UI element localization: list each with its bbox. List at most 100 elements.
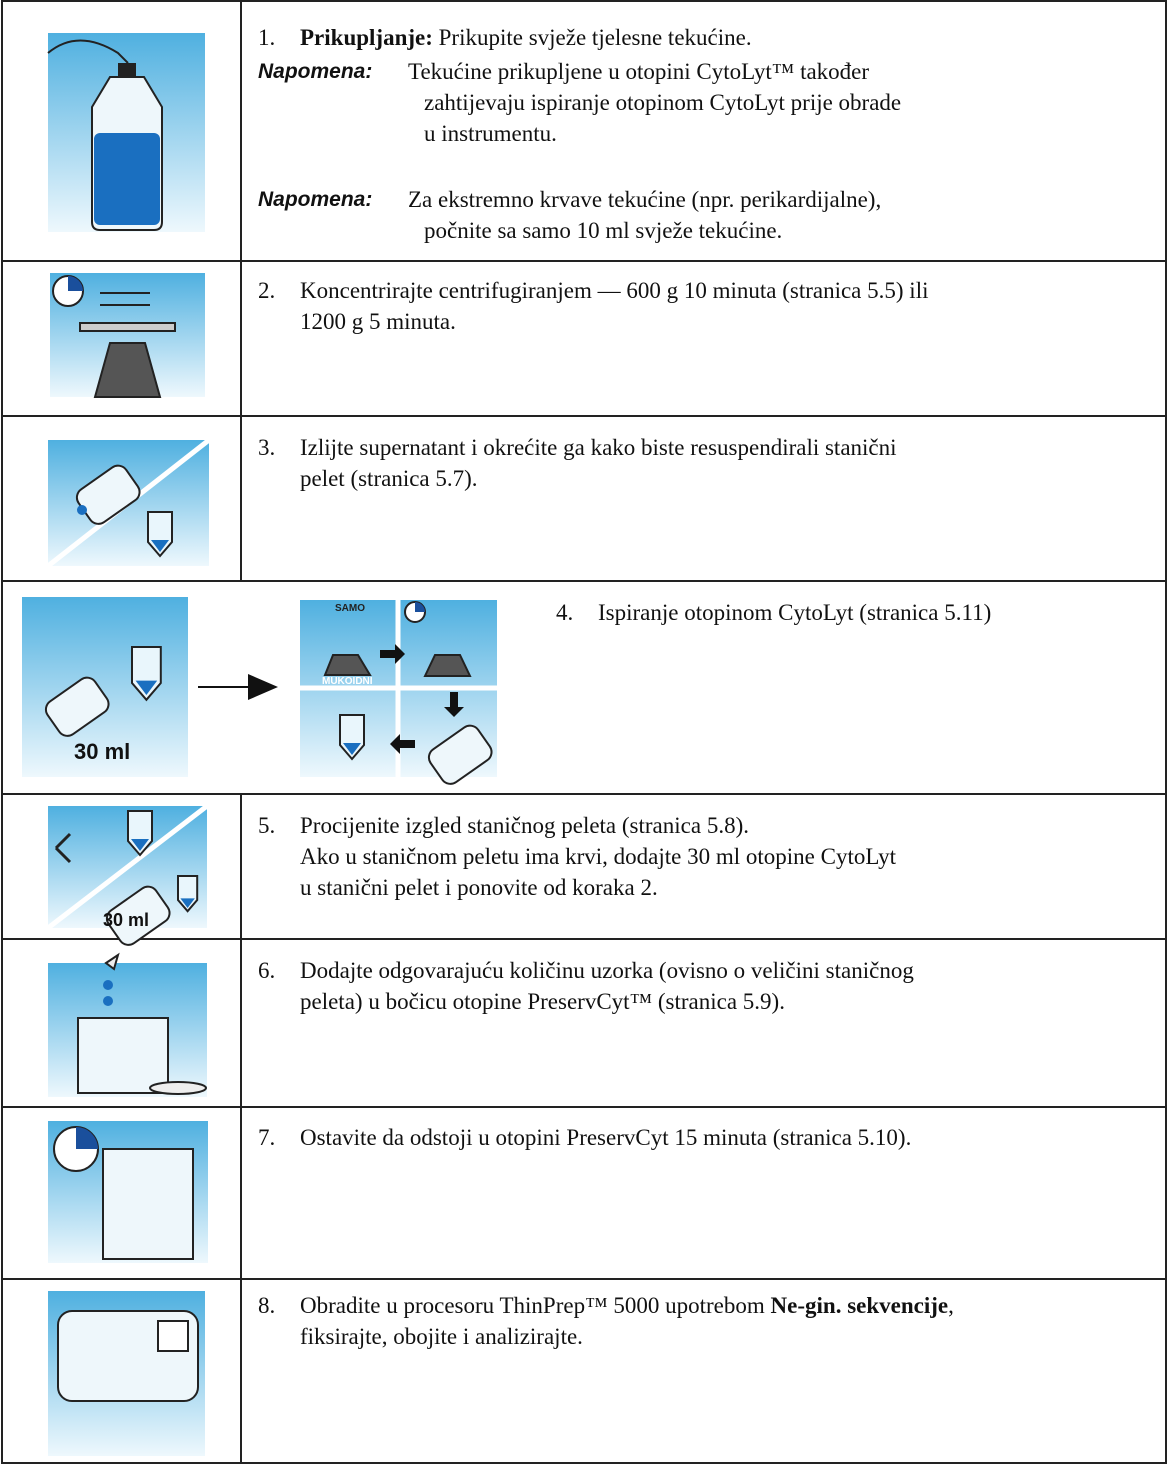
shape	[343, 743, 361, 755]
shape	[54, 832, 72, 864]
step-text: u stanični pelet i ponovite od koraka 2.	[300, 872, 658, 903]
text: fiksirajte, obojite i analizirajte.	[300, 1324, 583, 1349]
arrow	[198, 674, 278, 700]
column-border	[240, 0, 242, 260]
text: 1200 g 5 minuta.	[300, 309, 456, 334]
shape	[135, 680, 158, 695]
text: Ispiranje otopinom CytoLyt (stranica 5.1…	[598, 600, 992, 625]
column-border	[240, 938, 242, 1106]
shape	[93, 342, 162, 398]
text: Obradite u procesoru ThinPrep™ 5000 upot…	[300, 1293, 771, 1318]
step-text: fiksirajte, obojite i analizirajte.	[300, 1321, 583, 1352]
shape	[76, 1127, 98, 1149]
shape	[100, 292, 150, 306]
shape	[103, 980, 113, 990]
note-text: zahtijevaju ispiranje otopinom CytoLyt p…	[424, 90, 902, 115]
shape	[105, 885, 171, 946]
shape	[380, 644, 464, 754]
icon-label: MUKOIDNI	[322, 676, 373, 687]
row-border	[1, 1462, 1166, 1464]
column-border	[240, 793, 242, 938]
text: u stanični pelet i ponovite od koraka 2.	[300, 875, 658, 900]
icon-background	[22, 597, 188, 777]
shape	[77, 505, 87, 515]
column-border	[240, 260, 242, 415]
note-text: počnite sa samo 10 ml svježe tekućine.	[424, 218, 783, 243]
step-text: Izlijte supernatant i okrećite ga kako b…	[300, 432, 897, 463]
step-icon	[46, 438, 211, 568]
note-text: Tekućine prikupljene u otopini CytoLyt™ …	[408, 59, 870, 84]
column-border	[240, 415, 242, 580]
text: Procijenite izgled staničnog peleta (str…	[300, 813, 749, 838]
shape	[46, 804, 209, 930]
shape	[177, 875, 199, 913]
step-number: 4.	[556, 600, 574, 625]
step-text: peleta) u bočicu otopine PreservCyt™ (st…	[300, 986, 785, 1017]
shape	[118, 63, 136, 77]
step-icon: SAMO MUKOIDNI	[300, 600, 497, 785]
step-text: 1200 g 5 minuta.	[300, 306, 456, 337]
step-text: Koncentrirajte centrifugiranjem — 600 g …	[300, 275, 928, 306]
shape	[339, 714, 365, 761]
bold-text: Ne-gin. sekvencije	[770, 1293, 949, 1318]
row-border	[1, 415, 1166, 417]
step-number: 8.	[258, 1293, 276, 1318]
step-number: 5.	[258, 813, 276, 838]
shape	[198, 674, 278, 700]
icon-label: 30 ml	[103, 910, 149, 930]
step-number: 7.	[258, 1125, 276, 1150]
shape	[415, 602, 425, 612]
row-border	[1, 938, 1166, 940]
shape	[102, 1148, 194, 1260]
text: pelet (stranica 5.7).	[300, 466, 478, 491]
step-text: Obradite u procesoru ThinPrep™ 5000 upot…	[300, 1290, 954, 1321]
step-text: Ispiranje otopinom CytoLyt (stranica 5.1…	[598, 597, 991, 628]
shape	[149, 1081, 207, 1095]
shape	[151, 540, 169, 552]
step-icon: 30 ml	[46, 804, 209, 946]
text: Izlijte supernatant i okrećite ga kako b…	[300, 435, 897, 460]
shape	[131, 839, 149, 851]
icon-label: 30 ml	[74, 739, 130, 764]
note-label: Napomena:	[258, 60, 373, 83]
step-number: 1.	[258, 25, 276, 50]
shape	[323, 654, 372, 676]
text: Ako u staničnom peletu ima krvi, dodajte…	[300, 844, 897, 869]
icon-label: SAMO	[335, 603, 365, 614]
step-number: 6.	[258, 958, 276, 983]
step-text: pelet (stranica 5.7).	[300, 463, 478, 494]
note-label: Napomena:	[258, 188, 373, 211]
step-text: Dodajte odgovarajuću količinu uzorka (ov…	[300, 955, 914, 986]
bold-text: Prikupljanje:	[300, 25, 433, 50]
table-border	[1165, 0, 1167, 1464]
row-border	[1, 260, 1166, 262]
shape	[79, 322, 176, 332]
text: Prikupite svježe tjelesne tekućine.	[432, 25, 752, 50]
row-border	[1, 1278, 1166, 1280]
shape	[47, 39, 129, 64]
shape	[103, 996, 113, 1006]
step-icon	[47, 33, 205, 232]
step-icon	[48, 1291, 205, 1456]
shape	[423, 654, 472, 677]
row-border	[1, 1106, 1166, 1108]
step-text: Prikupljanje: Prikupite svježe tjelesne …	[300, 22, 752, 53]
text: peleta) u bočicu otopine PreservCyt™ (st…	[300, 989, 785, 1014]
text: Ostavite da odstoji u otopini PreservCyt…	[300, 1125, 912, 1150]
shape	[77, 1017, 169, 1094]
text: ,	[948, 1293, 954, 1318]
step-icon	[48, 952, 207, 1097]
step-number: 2.	[258, 278, 276, 303]
text: Dodajte odgovarajuću količinu uzorka (ov…	[300, 958, 914, 983]
step-number: 3.	[258, 435, 276, 460]
step-icon: 30 ml	[22, 597, 188, 777]
row-border	[1, 0, 1166, 2]
shape	[147, 511, 173, 558]
column-border	[240, 1278, 242, 1464]
row-border	[1, 580, 1166, 582]
shape	[68, 276, 83, 291]
step-text: Ako u staničnom peletu ima krvi, dodajte…	[300, 841, 896, 872]
shape	[127, 810, 153, 857]
column-border	[240, 1106, 242, 1278]
